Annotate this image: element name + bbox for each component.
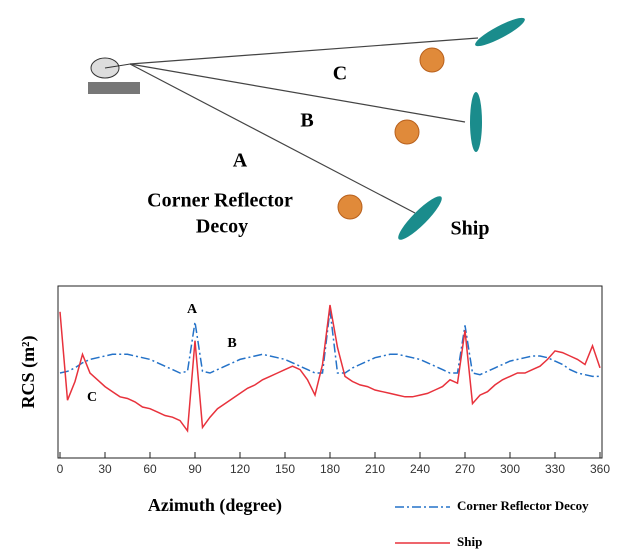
annotation: A <box>187 302 198 317</box>
decoys <box>338 48 444 219</box>
path-label: A <box>233 150 248 172</box>
annotation: C <box>87 390 97 405</box>
figure: C B A Corner Reflector Decoy Ship Azimut… <box>0 0 618 552</box>
series-line <box>60 310 600 376</box>
ship-label: Ship <box>451 218 490 240</box>
legend-label: Corner Reflector Decoy <box>457 498 589 513</box>
x-tick-label: 210 <box>365 462 385 476</box>
x-tick-label: 150 <box>275 462 295 476</box>
y-axis-label: RCS (m²) <box>18 336 39 409</box>
page: C B A Corner Reflector Decoy Ship Azimut… <box>0 0 618 552</box>
legend-label: Ship <box>457 534 482 549</box>
x-tick-label: 240 <box>410 462 430 476</box>
x-tick-label: 300 <box>500 462 520 476</box>
x-tick-label: 360 <box>590 462 610 476</box>
x-tick-label: 60 <box>143 462 157 476</box>
path-label: C <box>333 63 347 85</box>
x-tick-label: 270 <box>455 462 475 476</box>
decoy-label: Decoy <box>196 216 248 238</box>
x-axis-label: Azimuth (degree) <box>148 495 282 516</box>
x-tick-label: 0 <box>57 462 64 476</box>
x-tick-label: 30 <box>98 462 112 476</box>
x-tick-label: 180 <box>320 462 340 476</box>
series-line <box>60 305 600 431</box>
annotation: B <box>227 336 236 351</box>
path-label: B <box>300 110 313 132</box>
x-tick-label: 120 <box>230 462 250 476</box>
x-tick-label: 90 <box>188 462 202 476</box>
decoy-label: Corner Reflector <box>147 190 293 212</box>
x-tick-label: 330 <box>545 462 565 476</box>
